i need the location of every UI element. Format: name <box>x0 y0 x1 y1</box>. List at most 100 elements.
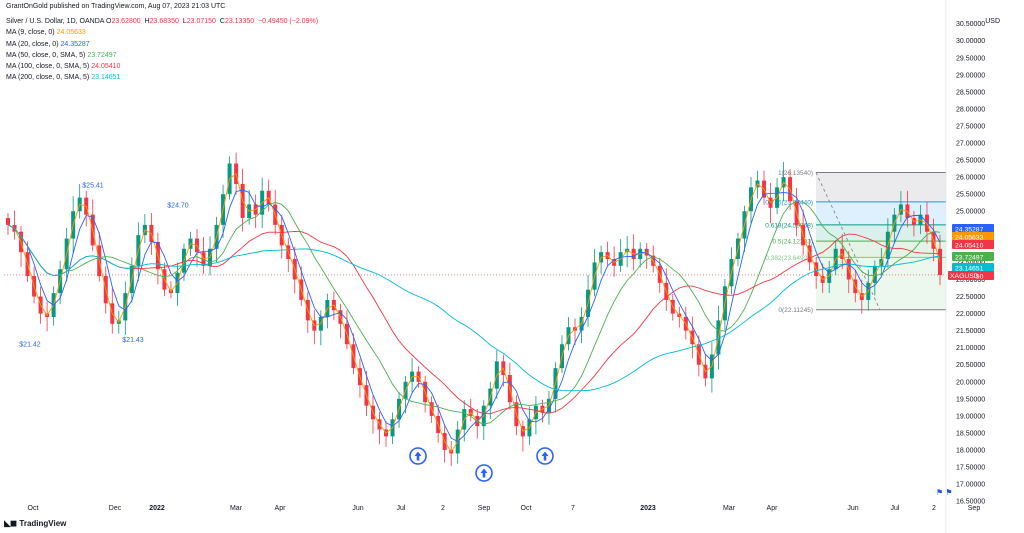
price-tag-label: 24.35287 <box>955 227 984 234</box>
ma-value: 24.05410 <box>91 63 121 71</box>
up-arrow-glyph <box>480 468 488 478</box>
ohlc-open-value: 23.62800 <box>111 18 141 25</box>
y-tick-label: 20.50000 <box>956 362 985 369</box>
up-arrow-glyph <box>414 451 422 461</box>
y-tick-label: 29.00000 <box>956 72 985 79</box>
y-tick-label: 27.50000 <box>956 123 985 130</box>
price-tag-label: 23.72497 <box>955 255 984 262</box>
price-annotation: $21.43 <box>122 337 144 344</box>
y-tick-label: 28.00000 <box>956 106 985 113</box>
ohlc-close-value: 23.13350 <box>224 18 255 25</box>
chart-legend: Silver / U.S. Dollar, 1D, OANDA O23.6280… <box>6 16 318 84</box>
x-tick-label: Jul <box>891 505 900 512</box>
legend-instrument-row: Silver / U.S. Dollar, 1D, OANDA O23.6280… <box>6 16 318 27</box>
price-tag-label: 24.05633 <box>955 235 984 242</box>
x-tick-label: Sep <box>968 505 981 512</box>
x-tick-label: Mar <box>723 505 736 512</box>
tradingview-mark-icon: ◣◼ <box>4 518 17 528</box>
y-tick-label: 30.50000 <box>956 21 985 28</box>
x-tick-label: Jul <box>397 505 406 512</box>
price-change: −0.49450 (−2.09%) <box>258 18 319 25</box>
legend-ma-row[interactable]: MA (200, close, 0, SMA, 5) 23.14651 <box>6 72 318 83</box>
moving-average-line <box>7 200 941 425</box>
legend-ma-row[interactable]: MA (9, close, 0) 24.05633 <box>6 27 318 38</box>
tradingview-logo: ◣◼ TradingView <box>4 518 66 529</box>
ohlc-low-value: 23.07150 <box>186 18 216 25</box>
moving-average-line <box>7 189 941 443</box>
legend-ma-row[interactable]: MA (20, close, 0) 24.35287 <box>6 39 318 50</box>
price-tag-label: 23.14651 <box>955 266 984 273</box>
legend-ma-row[interactable]: MA (50, close, 0, SMA, 5) 23.72497 <box>6 50 318 61</box>
x-tick-label: 7 <box>571 505 575 512</box>
currency-label: USD <box>985 18 1000 25</box>
x-tick-label: Oct <box>521 505 532 512</box>
price-tag <box>952 252 994 261</box>
y-tick-label: 27.00000 <box>956 141 985 148</box>
x-tick-label: 2 <box>441 505 445 512</box>
price-annotation: $24.70 <box>167 202 189 209</box>
ma-value: 24.35287 <box>60 40 90 48</box>
x-tick-label: Jun <box>847 505 858 512</box>
x-tick-label: Dec <box>109 505 122 512</box>
ohlc-close-label: C <box>219 18 225 25</box>
x-tick-label: Oct <box>28 505 39 512</box>
price-tag <box>952 232 994 241</box>
x-tick-label: 2023 <box>640 505 656 512</box>
ma-value: 24.05633 <box>56 29 86 37</box>
y-tick-label: 19.50000 <box>956 396 985 403</box>
instrument-label: Silver / U.S. Dollar, 1D, OANDA <box>6 18 105 25</box>
y-tick-label: 17.00000 <box>956 482 985 489</box>
ma-label: MA (50, close, 0, SMA, 5) <box>6 51 86 59</box>
moving-average-line <box>7 224 941 415</box>
event-flags-icon[interactable]: ⚑ ⚑ <box>936 488 953 497</box>
fib-level-label: 0(22.11245) <box>778 307 813 314</box>
publisher-credit: GrantOnGold published on TradingView.com… <box>6 3 226 10</box>
price-annotation: $21.42 <box>19 341 41 348</box>
fib-level-label: 0.5(24.12393) <box>773 239 813 246</box>
ma-label: MA (200, close, 0, SMA, 5) <box>6 74 90 82</box>
y-tick-label: 20.00000 <box>956 379 985 386</box>
ma-value: 23.72497 <box>87 51 117 59</box>
y-tick-label: 16.50000 <box>956 499 985 506</box>
x-tick-label: Mar <box>230 505 243 512</box>
x-tick-label: Apr <box>275 505 287 512</box>
y-tick-label: 19.00000 <box>956 413 985 420</box>
ma-value: 23.14651 <box>91 74 121 82</box>
y-tick-label: 26.00000 <box>956 175 985 182</box>
fib-zone <box>816 172 946 202</box>
y-tick-label: 26.50000 <box>956 158 985 165</box>
legend-ma-row[interactable]: MA (100, close, 0, SMA, 5) 24.05410 <box>6 61 318 72</box>
y-tick-label: 25.50000 <box>956 192 985 199</box>
fib-level-label: 0.618(24.59868) <box>765 222 813 229</box>
moving-average-line <box>7 224 941 392</box>
y-tick-label: 23.00000 <box>956 277 985 284</box>
x-tick-label: Apr <box>767 505 779 512</box>
y-tick-label: 21.00000 <box>956 345 985 352</box>
fib-level-label: 0.382(23.64922) <box>765 255 813 262</box>
y-tick-label: 30.00000 <box>956 38 985 45</box>
ma-label: MA (9, close, 0) <box>6 29 55 37</box>
y-tick-label: 21.50000 <box>956 328 985 335</box>
y-tick-label: 22.00000 <box>956 311 985 318</box>
x-tick-label: Sep <box>478 505 491 512</box>
x-tick-label: 2 <box>932 505 936 512</box>
fib-zone <box>816 224 946 242</box>
ohlc-high-value: 23.68350 <box>149 18 179 25</box>
y-tick-label: 17.50000 <box>956 465 985 472</box>
y-tick-label: 28.50000 <box>956 89 985 96</box>
moving-average-line <box>7 172 941 453</box>
symbol-tag <box>948 271 976 280</box>
candle-body <box>6 218 10 225</box>
price-tag <box>952 263 994 272</box>
x-tick-label: 2022 <box>149 505 165 512</box>
ohlc-low-label: L <box>182 18 187 25</box>
fib-level-label: 0.786(25.27440) <box>765 199 813 206</box>
y-tick-label: 18.00000 <box>956 448 985 455</box>
y-tick-label: 29.50000 <box>956 55 985 62</box>
price-tag <box>952 224 994 233</box>
price-tag <box>952 240 994 249</box>
ohlc-high-label: H <box>144 18 150 25</box>
price-annotation: $25.41 <box>82 182 104 189</box>
symbol-tag-label: XAGUSD <box>950 273 979 280</box>
